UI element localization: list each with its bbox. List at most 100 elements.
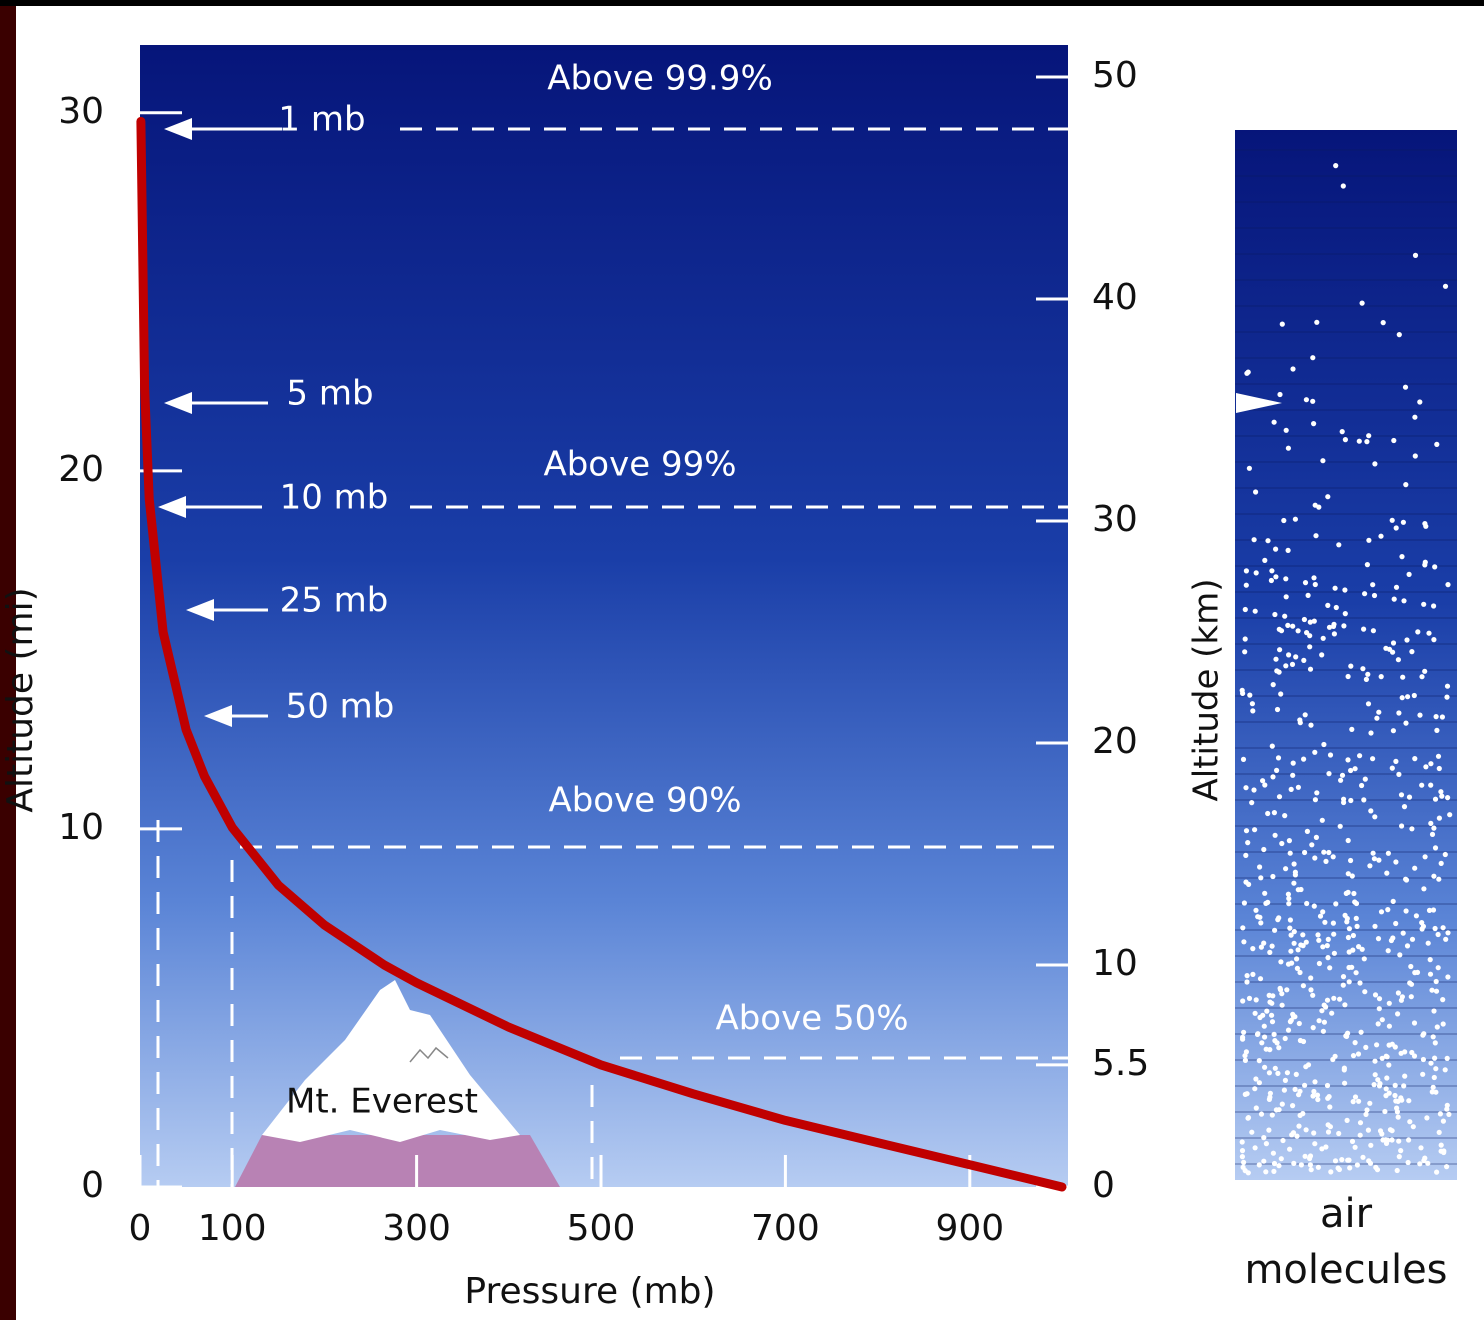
molecule — [1370, 850, 1376, 856]
molecule — [1262, 1064, 1268, 1070]
molecule — [1274, 767, 1280, 774]
molecule — [1382, 1108, 1388, 1115]
molecule — [1348, 663, 1354, 669]
molecule — [1355, 1051, 1362, 1057]
molecule — [1344, 919, 1350, 925]
molecule — [1420, 1071, 1426, 1077]
molecule — [1308, 987, 1314, 993]
molecule — [1394, 1167, 1400, 1174]
molecule — [1288, 948, 1294, 954]
molecule — [1326, 624, 1333, 630]
pressure-arrowhead — [164, 392, 192, 414]
molecule — [1308, 722, 1314, 728]
molecule — [1315, 1096, 1321, 1103]
molecule — [1383, 1093, 1389, 1099]
molecule — [1409, 936, 1416, 942]
molecule — [1349, 726, 1355, 733]
molecule — [1310, 1025, 1316, 1031]
molecule — [1253, 907, 1259, 913]
molecule — [1261, 846, 1267, 853]
molecule — [1425, 940, 1431, 946]
molecule — [1359, 946, 1365, 952]
molecule — [1257, 864, 1263, 870]
x-tick-label: 700 — [751, 1208, 820, 1249]
molecule — [1291, 929, 1297, 935]
edge — [0, 0, 16, 1320]
molecule — [1411, 1020, 1418, 1026]
molecule — [1262, 890, 1268, 896]
molecule — [1342, 912, 1348, 919]
molecule — [1312, 502, 1318, 508]
molecule — [1243, 879, 1249, 885]
molecule — [1402, 1049, 1408, 1055]
molecule — [1406, 794, 1413, 800]
molecule — [1242, 636, 1248, 642]
molecule — [1396, 1154, 1402, 1160]
molecule — [1261, 940, 1267, 946]
molecule — [1398, 997, 1404, 1003]
molecule — [1389, 1041, 1395, 1047]
molecule — [1368, 808, 1374, 814]
mountain-label: Mt. Everest — [286, 1082, 478, 1122]
molecule — [1433, 1066, 1439, 1072]
molecule — [1289, 661, 1296, 668]
molecule — [1325, 1129, 1332, 1135]
molecule — [1415, 629, 1421, 635]
molecule — [1394, 1109, 1400, 1115]
molecule — [1292, 1086, 1298, 1092]
molecule — [1243, 828, 1250, 834]
molecule — [1240, 925, 1246, 931]
layer-label: Above 90% — [548, 781, 741, 821]
molecule — [1266, 1127, 1272, 1133]
molecule — [1392, 1092, 1398, 1099]
molecule — [1371, 592, 1378, 599]
molecule — [1421, 1031, 1427, 1037]
molecule — [1245, 369, 1251, 375]
molecule — [1266, 992, 1272, 999]
molecule — [1265, 899, 1271, 906]
molecule — [1357, 980, 1363, 986]
molecule — [1280, 1137, 1286, 1144]
molecule — [1396, 771, 1402, 778]
molecule — [1389, 765, 1395, 771]
molecule — [1342, 1002, 1348, 1008]
molecule — [1274, 1040, 1280, 1046]
molecule — [1342, 587, 1348, 593]
molecule — [1327, 752, 1334, 758]
molecule — [1322, 919, 1328, 925]
molecule — [1345, 934, 1351, 941]
molecule — [1295, 887, 1301, 893]
molecule — [1383, 1053, 1389, 1059]
molecule — [1388, 937, 1394, 944]
molecule — [1296, 1123, 1302, 1129]
molecule — [1346, 964, 1352, 971]
molecule — [1323, 858, 1329, 865]
molecule — [1241, 1159, 1247, 1165]
molecule — [1312, 855, 1318, 861]
molecule — [1445, 930, 1451, 936]
molecule — [1290, 623, 1296, 629]
molecule — [1419, 926, 1425, 932]
y2-tick-label: 20 — [1092, 721, 1138, 762]
molecule — [1295, 628, 1301, 634]
molecule — [1390, 728, 1396, 734]
molecule — [1287, 1019, 1293, 1025]
molecule — [1353, 970, 1359, 976]
molecule — [1441, 1148, 1447, 1154]
molecule — [1275, 1070, 1281, 1076]
molecule — [1385, 1137, 1391, 1143]
molecule — [1340, 974, 1347, 980]
molecule — [1357, 1132, 1363, 1138]
molecule — [1363, 1111, 1369, 1117]
molecule — [1315, 1164, 1321, 1170]
molecule — [1261, 1023, 1267, 1029]
molecule — [1303, 397, 1309, 403]
molecule — [1312, 749, 1318, 755]
molecule — [1428, 1060, 1434, 1066]
molecule — [1367, 863, 1373, 869]
molecule — [1331, 995, 1337, 1001]
molecule — [1288, 786, 1294, 793]
molecule — [1393, 920, 1399, 927]
molecule — [1445, 582, 1451, 588]
molecule — [1339, 1157, 1345, 1163]
